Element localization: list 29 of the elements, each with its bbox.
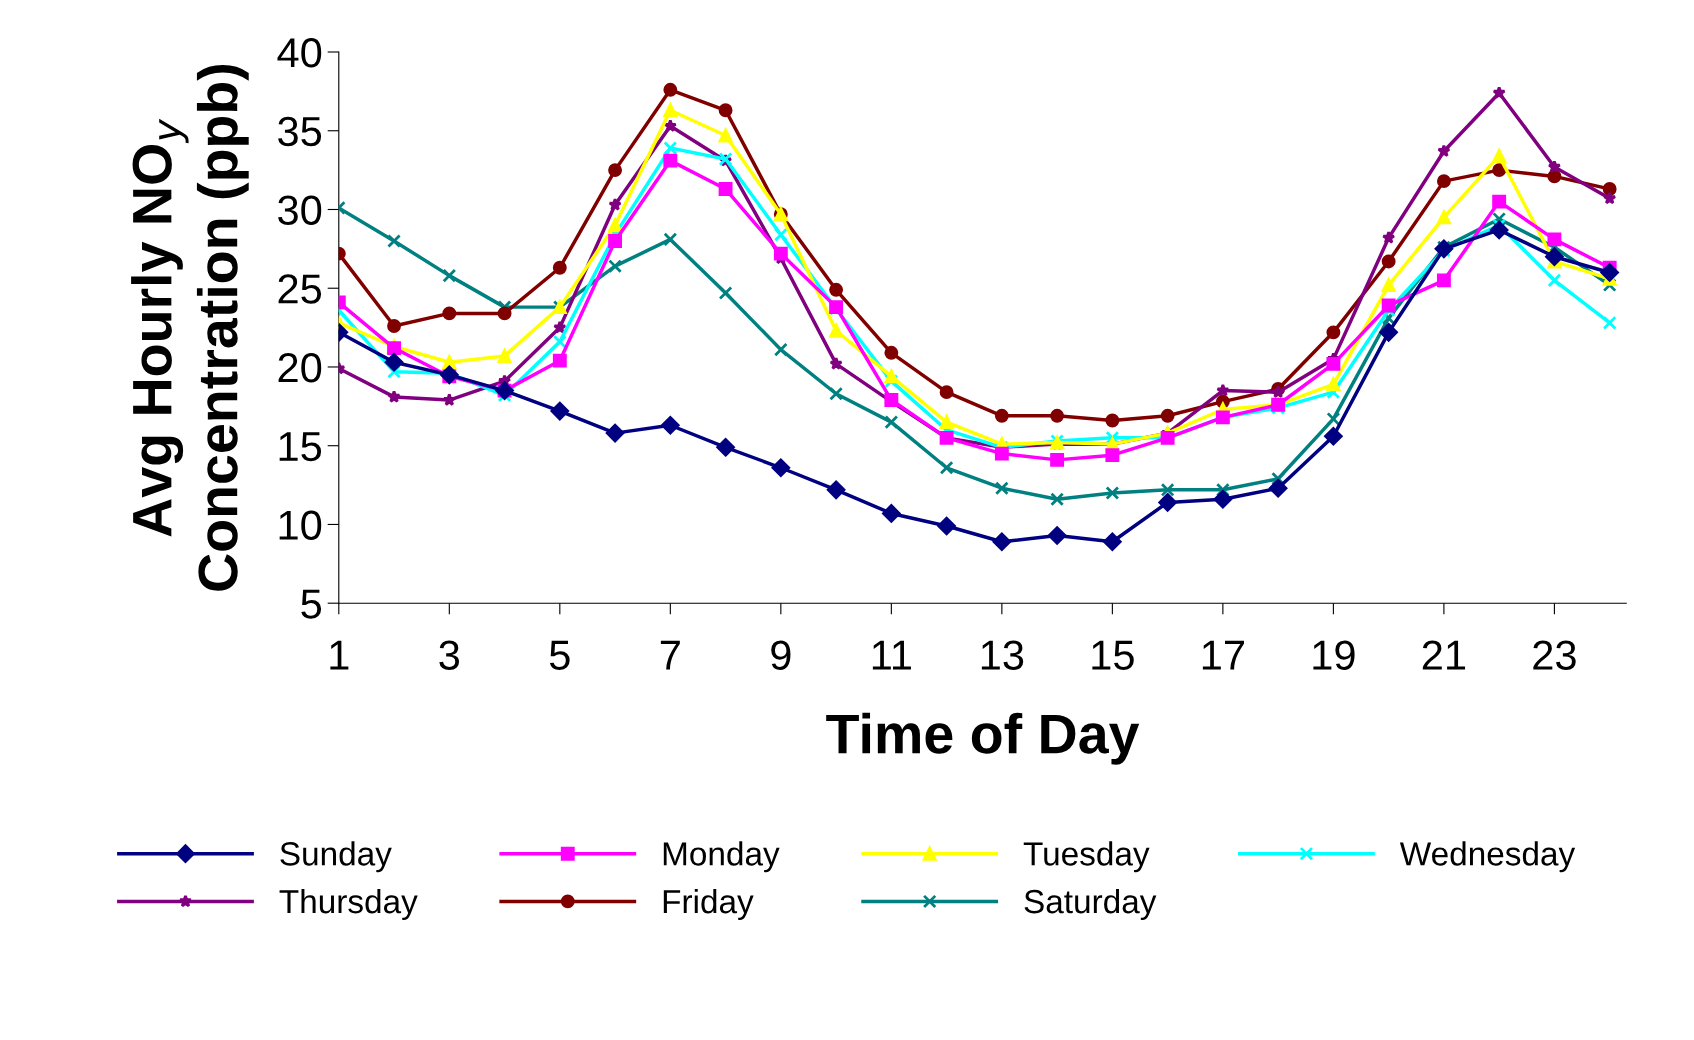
y-tick-label: 10 bbox=[279, 510, 322, 540]
legend-label: Wednesday bbox=[1399, 841, 1576, 873]
x-tick-label: 19 bbox=[1313, 640, 1355, 670]
y-tick-label: 20 bbox=[278, 352, 322, 383]
x-tick-label: 23 bbox=[1533, 640, 1576, 670]
legend-label: Thursday bbox=[279, 888, 418, 921]
legend-label: Saturday bbox=[1024, 888, 1157, 921]
x-tick-label: 13 bbox=[981, 640, 1024, 670]
x-tick-label: 3 bbox=[439, 640, 460, 670]
y-tick-label: 5 bbox=[301, 589, 322, 619]
legend-label: Sunday bbox=[280, 841, 392, 873]
legend-label: Monday bbox=[663, 841, 780, 873]
y-tick-label: 40 bbox=[277, 38, 322, 68]
y-tick-label: 35 bbox=[278, 116, 322, 147]
y-tick-label: 25 bbox=[278, 274, 322, 304]
x-tick-label: 7 bbox=[660, 640, 680, 670]
y-tick-label: 15 bbox=[279, 432, 322, 462]
y-axis-title: Avg Hourly NO$_{y}$ Concentration (ppb) bbox=[131, 64, 249, 591]
x-tick-label: 11 bbox=[872, 640, 911, 670]
x-tick-label: 17 bbox=[1202, 640, 1244, 670]
legend-label: Tuesday bbox=[1023, 841, 1150, 873]
x-tick-label: 15 bbox=[1092, 640, 1134, 670]
y-tick-label: 30 bbox=[278, 195, 322, 225]
x-axis-title: Time of Day bbox=[826, 712, 1140, 765]
x-tick-label: 21 bbox=[1422, 640, 1466, 670]
x-tick-label: 9 bbox=[771, 640, 791, 670]
legend-label: Friday bbox=[663, 888, 754, 921]
x-tick-label: 5 bbox=[549, 640, 570, 670]
x-tick-label: 1 bbox=[330, 640, 349, 670]
